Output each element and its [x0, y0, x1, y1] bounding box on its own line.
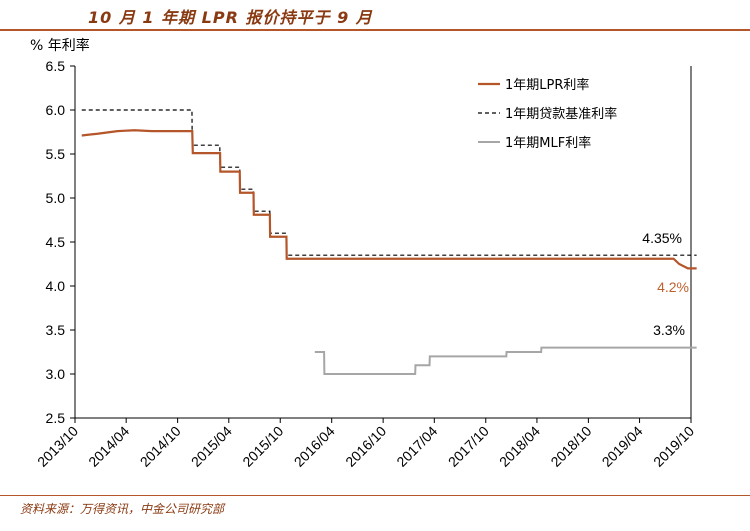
x-tick-label: 2017/04: [393, 423, 440, 470]
x-tick-label: 2016/10: [342, 423, 389, 470]
footer-divider: [0, 495, 750, 496]
y-axis-label: % 年利率: [30, 37, 90, 54]
y-tick-label: 2.5: [46, 410, 66, 426]
y-tick-label: 6.0: [46, 102, 66, 118]
lpr-value-label: 4.2%: [657, 279, 689, 295]
y-tick-label: 4.0: [46, 278, 66, 294]
mlf-line: [314, 346, 697, 375]
series-lines: [81, 109, 697, 375]
x-tick-labels: 2013/10 2014/04 2014/10 2015/04 2015/10 2016/…: [34, 423, 697, 470]
x-tick-label: 2019/04: [599, 423, 646, 470]
y-tick-label: 3.0: [46, 366, 66, 382]
y-tick-label: 6.5: [46, 58, 66, 74]
page-title: 10 月 1 年期 LPR 报价持平于 9 月: [88, 8, 373, 27]
x-tick-label: 2018/04: [496, 423, 543, 470]
y-tick-label: 5.0: [46, 190, 66, 206]
x-tick-label: 2014/04: [85, 423, 132, 470]
lpr-line: [81, 129, 697, 270]
chart-axes: [70, 65, 692, 423]
x-tick-label: 2014/10: [137, 423, 184, 470]
base-rate-value-label: 4.35%: [642, 230, 682, 246]
y-tick-labels: 2.5 3.0 3.5 4.0 4.5 5.0 5.5 6.0 6.5: [46, 58, 66, 426]
legend-label: 1年期MLF利率: [505, 135, 591, 151]
x-tick-label: 2013/10: [34, 423, 81, 470]
x-tick-label: 2015/04: [188, 423, 235, 470]
mlf-value-label: 3.3%: [653, 322, 685, 338]
x-tick-label: 2018/10: [547, 423, 594, 470]
x-tick-label: 2015/10: [239, 423, 286, 470]
x-tick-label: 2016/04: [291, 423, 338, 470]
y-tick-label: 4.5: [46, 234, 66, 250]
header-divider: [0, 29, 750, 31]
legend-label: 1年期贷款基准利率: [505, 106, 617, 122]
chart-annotations: 4.35% 4.2% 3.3%: [642, 230, 689, 338]
y-tick-label: 5.5: [46, 146, 66, 162]
x-tick-label: 2017/10: [445, 423, 492, 470]
legend-label: 1年期LPR利率: [505, 77, 589, 93]
base-rate-line: [81, 109, 697, 256]
chart-legend: 1年期LPR利率 1年期贷款基准利率 1年期MLF利率: [478, 77, 617, 151]
x-tick-label: 2019/10: [650, 423, 697, 470]
source-note: 资料来源：万得资讯，中金公司研究部: [20, 502, 225, 516]
y-tick-label: 3.5: [46, 322, 66, 338]
